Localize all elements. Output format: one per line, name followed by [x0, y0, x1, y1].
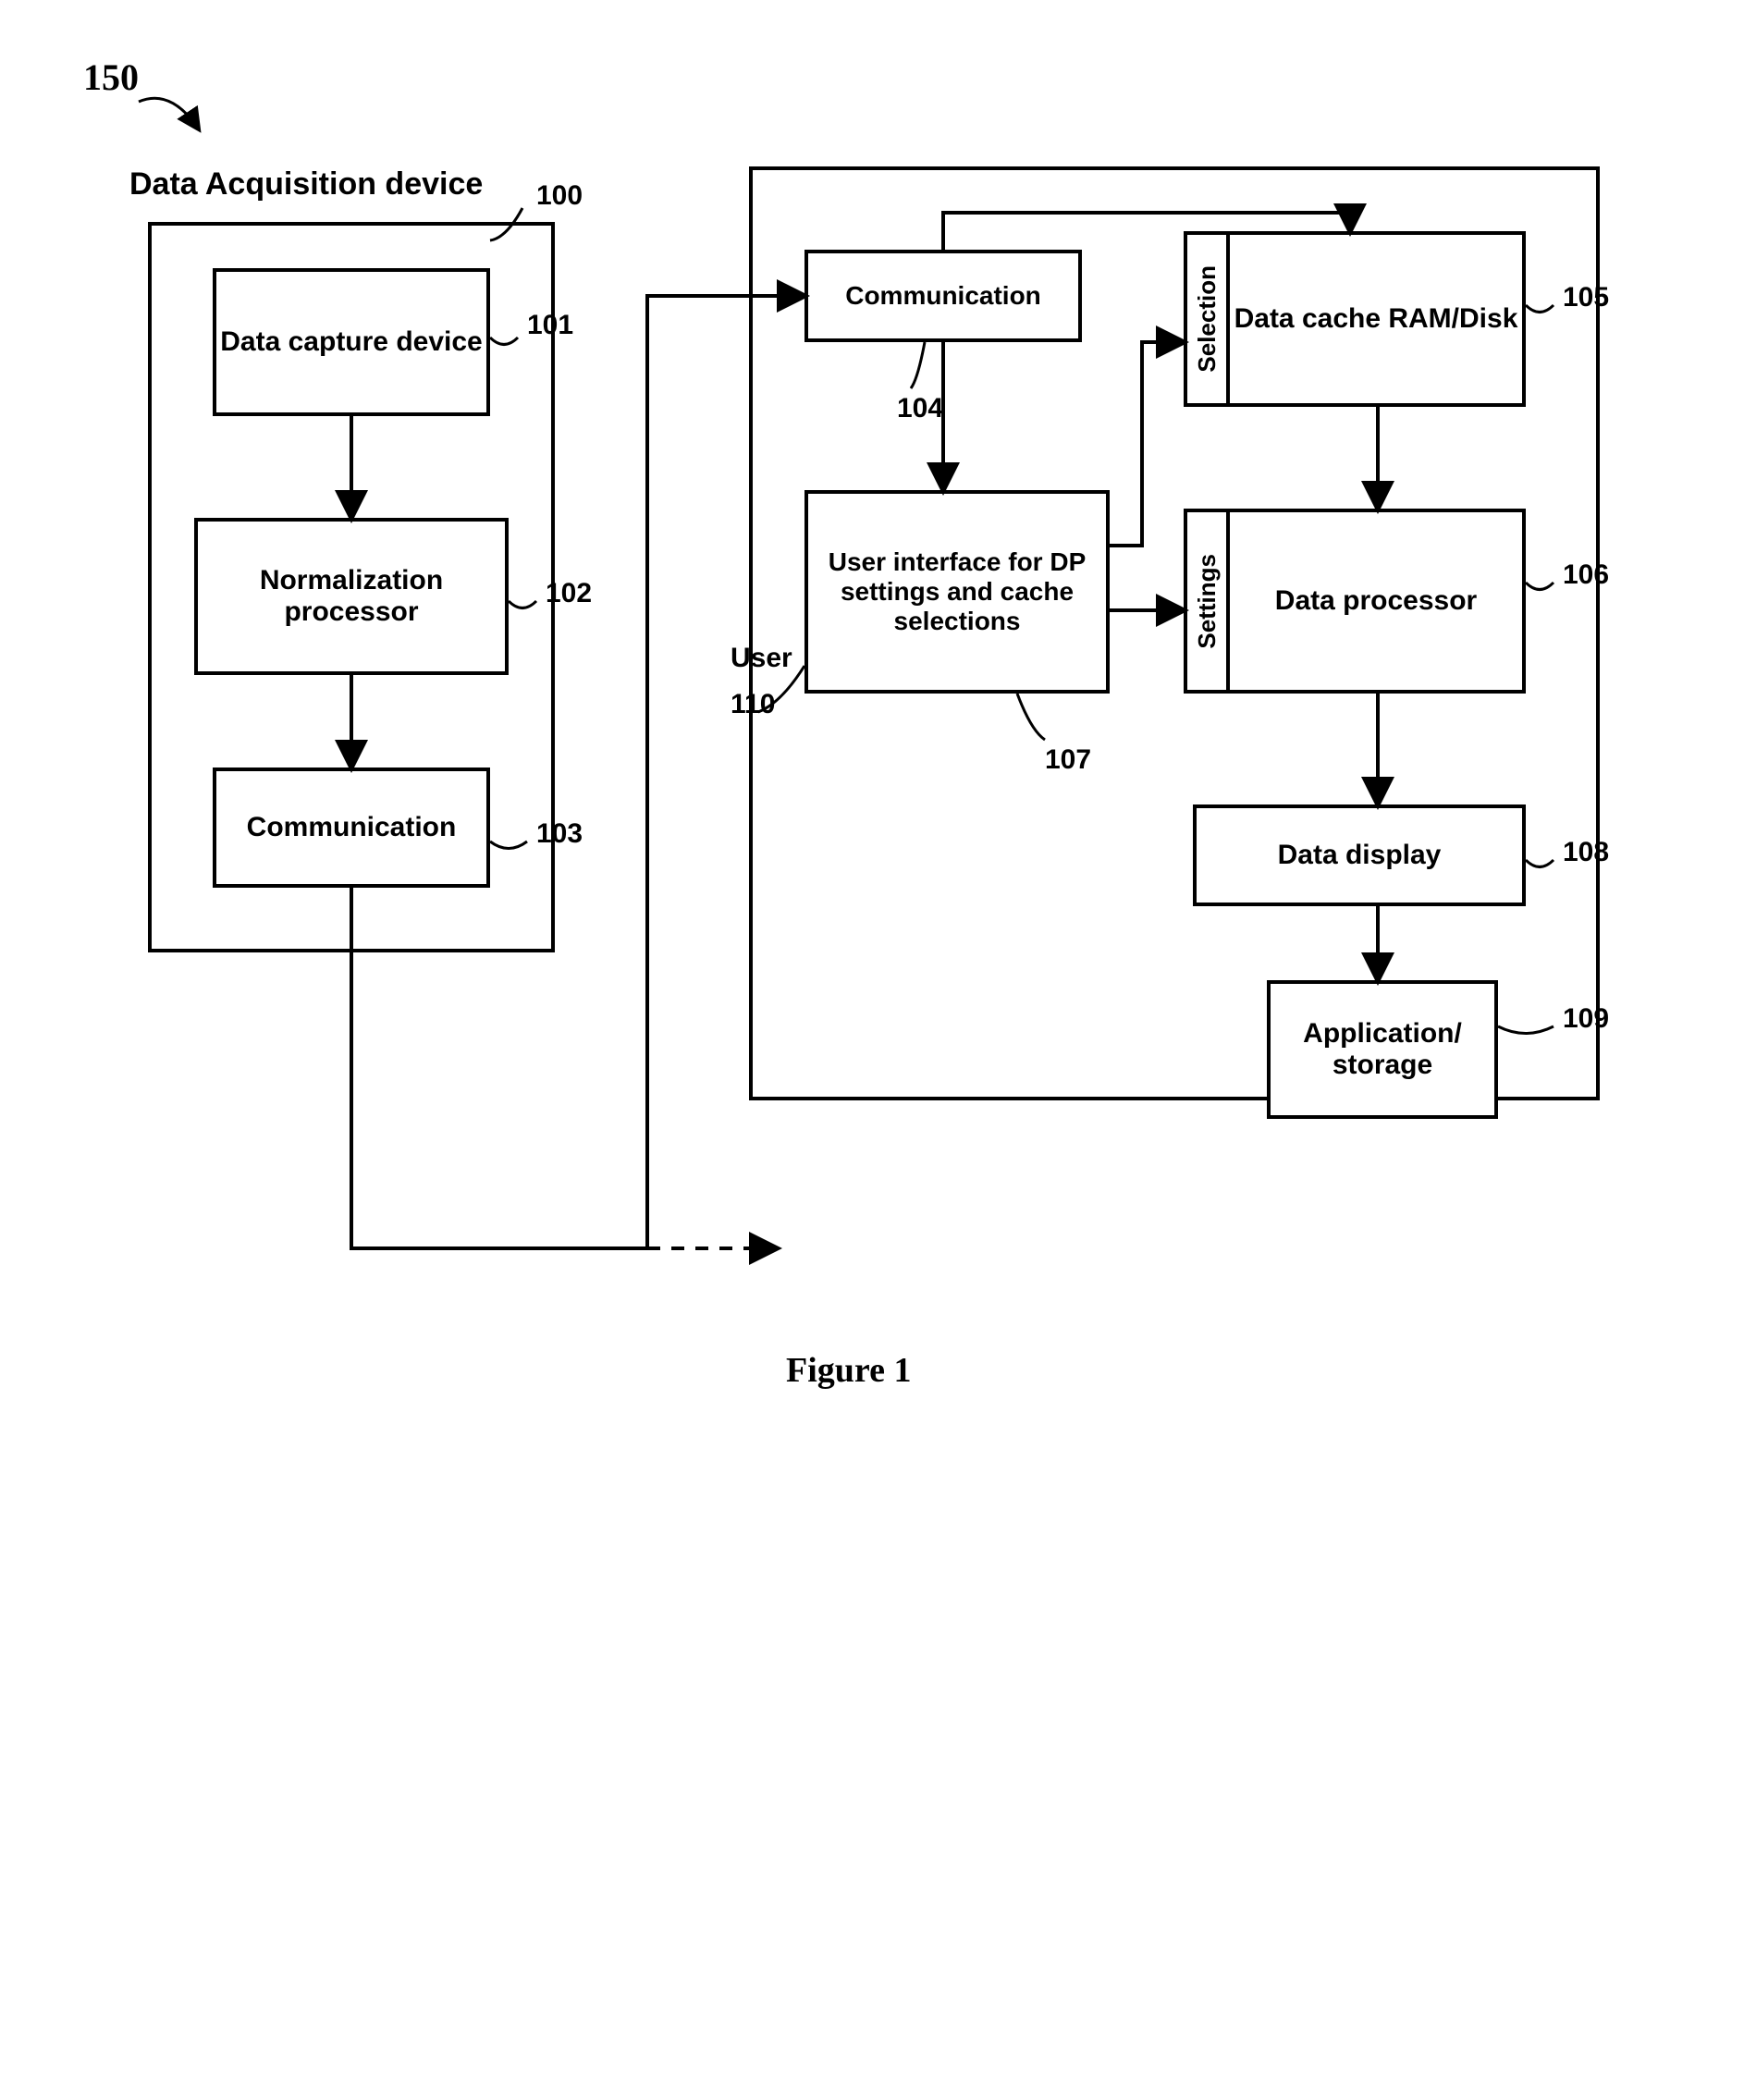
comm-left-box: Communication — [213, 768, 490, 888]
dp-box: Data processor — [1230, 509, 1526, 694]
figure-caption: Figure 1 — [786, 1350, 911, 1391]
ui-label: User interface for DP settings and cache… — [808, 547, 1106, 636]
ref-101: 101 — [527, 310, 573, 341]
ref-100: 100 — [536, 180, 583, 212]
data-capture-box: Data capture device — [213, 268, 490, 416]
cache-selection-label: Selection — [1193, 265, 1222, 373]
cache-selection-tab: Selection — [1184, 231, 1230, 407]
dp-label: Data processor — [1275, 585, 1477, 617]
comm-right-box: Communication — [804, 250, 1082, 342]
ref-108: 108 — [1563, 837, 1609, 868]
diagram-canvas: 150 Data Acquisition device User Data ca… — [0, 0, 1744, 2100]
normalization-box: Normalization processor — [194, 518, 509, 675]
overall-ref-label: 150 — [83, 55, 139, 99]
dp-settings-label: Settings — [1193, 554, 1222, 649]
app-box: Application/ storage — [1267, 980, 1498, 1119]
comm-left-label: Communication — [247, 812, 457, 843]
ref-107: 107 — [1045, 744, 1091, 776]
ref-109: 109 — [1563, 1003, 1609, 1035]
dp-settings-tab: Settings — [1184, 509, 1230, 694]
ui-box: User interface for DP settings and cache… — [804, 490, 1110, 694]
ref-106: 106 — [1563, 559, 1609, 591]
ref-110: 110 — [731, 689, 775, 720]
ref-102: 102 — [546, 578, 592, 609]
data-capture-label: Data capture device — [220, 326, 482, 358]
normalization-label: Normalization processor — [198, 565, 505, 628]
app-label: Application/ storage — [1271, 1018, 1494, 1081]
cache-label: Data cache RAM/Disk — [1234, 303, 1518, 335]
comm-right-label: Communication — [845, 281, 1041, 311]
ref-105: 105 — [1563, 282, 1609, 313]
ref-103: 103 — [536, 818, 583, 850]
display-label: Data display — [1278, 840, 1442, 871]
display-box: Data display — [1193, 804, 1526, 906]
acquisition-title: Data Acquisition device — [129, 166, 483, 203]
ref-104: 104 — [897, 393, 943, 424]
cache-box: Data cache RAM/Disk — [1230, 231, 1526, 407]
